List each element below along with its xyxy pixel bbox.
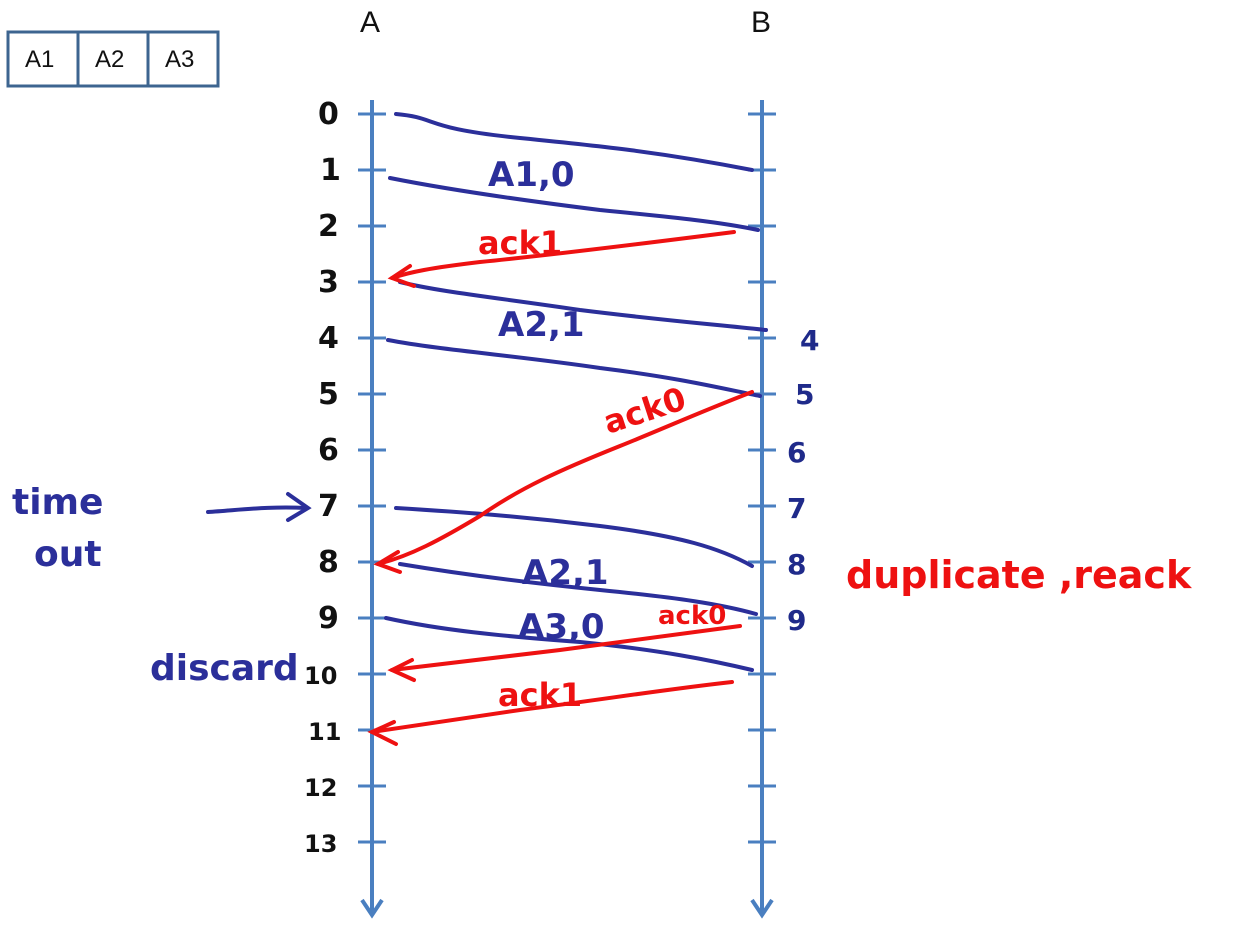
tick-a-8: 8 <box>318 545 339 580</box>
tick-a-11: 11 <box>308 718 341 746</box>
message-line-a2-1-b <box>386 338 762 398</box>
tick-a-1: 1 <box>320 153 341 188</box>
tick-b-4: 4 <box>800 324 819 357</box>
ack-arrowhead-ack0 <box>373 550 402 574</box>
tick-a-4: 4 <box>318 321 339 356</box>
ack-arrowhead-ack0-dup <box>387 658 416 682</box>
header-b: B <box>751 6 771 39</box>
ticks-b-labels: 4 5 6 7 8 9 <box>787 324 819 637</box>
label-a2-1: A2,1 <box>498 305 585 345</box>
tick-a-0: 0 <box>318 97 339 132</box>
tick-a-2: 2 <box>318 209 339 244</box>
tick-a-7: 7 <box>318 489 339 524</box>
label-ack0: ack0 <box>599 379 691 441</box>
ack-line-ack0-dup <box>390 624 742 672</box>
tick-a-13: 13 <box>304 830 337 858</box>
ack-line-ack1-final <box>370 680 734 734</box>
message-line-a2-1-retx-b <box>398 562 758 616</box>
data-messages <box>384 112 768 672</box>
tick-a-3: 3 <box>318 265 339 300</box>
ack-line-ack0 <box>376 390 754 566</box>
tick-b-9: 9 <box>787 604 806 637</box>
buffer-slot-1 <box>6 30 80 88</box>
tick-b-5: 5 <box>795 378 814 411</box>
tick-b-6: 6 <box>787 436 806 469</box>
tick-marks <box>358 112 776 844</box>
message-line-a3-0 <box>384 616 754 672</box>
timeout-arrowhead <box>286 492 312 522</box>
note-duplicate: duplicate ,reack <box>846 553 1192 597</box>
buffer-label-2: A2 <box>95 46 124 73</box>
timeout-arrow <box>206 505 308 514</box>
ticks-a-labels: 0 1 2 3 4 5 6 7 8 9 10 11 12 13 <box>304 97 341 858</box>
message-line-a2-1-retx <box>394 506 754 568</box>
timeline-b-arrow <box>750 898 774 919</box>
label-ack1: ack1 <box>478 224 562 262</box>
sender-buffer: A1 A2 A3 <box>6 30 220 88</box>
note-timeout-line2: out <box>34 534 102 575</box>
message-labels: A1,0 ack1 A2,1 ack0 A2,1 A3,0 ack0 ack1 <box>478 155 726 714</box>
message-line-a2-1 <box>398 280 768 332</box>
ack-line-ack1 <box>390 230 736 280</box>
tick-a-6: 6 <box>318 433 339 468</box>
tick-a-10: 10 <box>304 662 337 690</box>
message-line-a1-0 <box>388 176 760 232</box>
buffer-slot-3 <box>146 30 220 88</box>
note-timeout-line1: time <box>12 482 103 523</box>
tick-b-7: 7 <box>787 492 806 525</box>
buffer-label-3: A3 <box>165 46 194 73</box>
buffer-label-1: A1 <box>25 46 54 73</box>
ack-arrowhead-ack1 <box>387 264 416 288</box>
ack-messages <box>367 230 754 746</box>
tick-a-5: 5 <box>318 377 339 412</box>
timeline-a-arrow <box>360 898 384 919</box>
note-discard: discard <box>150 648 299 689</box>
annotations: time out discard duplicate ,reack <box>12 482 1192 689</box>
label-a1-0: A1,0 <box>488 155 575 195</box>
tick-a-12: 12 <box>304 774 337 802</box>
tick-b-8: 8 <box>787 548 806 581</box>
label-ack1-final: ack1 <box>498 676 582 714</box>
label-ack0-dup: ack0 <box>658 601 726 631</box>
message-line-a1-0-top <box>394 112 754 172</box>
label-a2-1-retx: A2,1 <box>522 553 609 593</box>
label-a3-0: A3,0 <box>518 607 605 647</box>
buffer-slot-2 <box>76 30 150 88</box>
header-a: A <box>360 6 380 39</box>
tick-a-9: 9 <box>318 601 339 636</box>
ack-arrowhead-ack1-final <box>367 720 398 746</box>
